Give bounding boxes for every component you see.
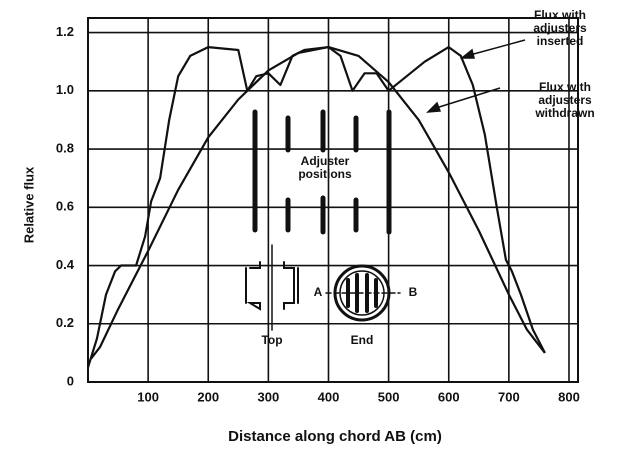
annotation: positions [298, 167, 352, 181]
y-tick-label: 0.2 [56, 315, 74, 330]
annotation: withdrawn [534, 106, 594, 120]
x-tick-label: 300 [258, 389, 280, 404]
y-tick-label: 1.2 [56, 24, 74, 39]
adjuster-diagram [245, 109, 401, 331]
y-tick-label: 0.6 [56, 199, 74, 214]
annotation: A [314, 285, 323, 299]
annotation: Flux with [534, 8, 586, 22]
y-tick-label: 0.4 [56, 257, 75, 272]
annotation: inserted [537, 34, 584, 48]
y-tick-label: 0.8 [56, 140, 74, 155]
x-axis-label: Distance along chord AB (cm) [228, 428, 442, 445]
annotation: B [409, 285, 418, 299]
annotation: Top [261, 333, 282, 347]
x-tick-label: 800 [558, 389, 580, 404]
y-axis-label: Relative flux [21, 166, 36, 243]
y-tick-label: 1.0 [56, 82, 74, 97]
y-tick-label: 0 [67, 373, 74, 388]
annotation: End [351, 333, 374, 347]
series-line [90, 46, 546, 360]
annotation: Flux with [539, 80, 591, 94]
x-tick-label: 600 [438, 389, 460, 404]
x-tick-label: 200 [197, 389, 219, 404]
x-tick-label: 100 [137, 389, 159, 404]
annotation: adjusters [538, 93, 592, 107]
x-tick-label: 700 [498, 389, 520, 404]
x-tick-label: 400 [318, 389, 340, 404]
annotation: adjusters [533, 21, 587, 35]
x-tick-label: 500 [378, 389, 400, 404]
plot-frame [87, 17, 579, 383]
annotation: Adjuster [301, 154, 350, 168]
